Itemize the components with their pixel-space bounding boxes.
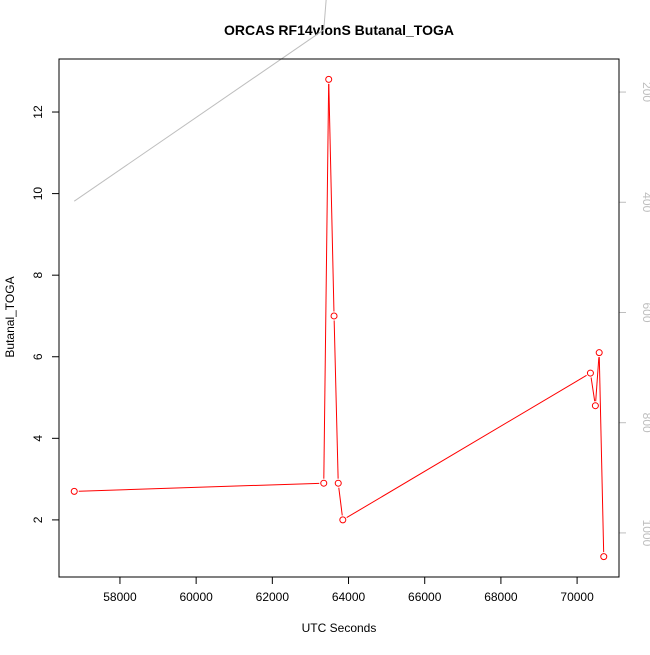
x-tick-label: 58000	[103, 590, 137, 604]
y-tick-label: 12	[31, 105, 45, 119]
butanal-series-point	[320, 479, 328, 487]
butanal-series-segment	[333, 320, 339, 479]
butanal-series-point	[339, 516, 347, 524]
altitude-series-segment	[323, 0, 327, 30]
x-tick-label: 68000	[484, 590, 518, 604]
plot-frame	[58, 58, 620, 578]
chart-title: ORCAS RF14vlonS Butanal_TOGA	[224, 22, 454, 38]
x-tick-label: 62000	[256, 590, 290, 604]
butanal-series-segment	[595, 357, 600, 402]
butanal-series-segment	[590, 377, 596, 402]
butanal-series-point	[334, 479, 342, 487]
series-layer	[70, 0, 608, 561]
butanal-series-segment	[338, 487, 343, 516]
altitude-series-segment	[73, 29, 325, 202]
x-tick-label: 64000	[332, 590, 366, 604]
x-tick-label: 70000	[560, 590, 594, 604]
x-axis-label: UTC Seconds	[302, 621, 377, 635]
y-tick-label: 2	[31, 516, 45, 523]
y2-tick-label: 400	[640, 192, 650, 212]
y2-tick-label: 1000	[640, 520, 650, 547]
butanal-series-point	[70, 487, 78, 495]
butanal-series-point	[586, 369, 594, 377]
y2-tick-label: 800	[640, 413, 650, 433]
butanal-series-segment	[323, 83, 330, 479]
x-tick-label: 66000	[408, 590, 442, 604]
butanal-series-segment	[346, 374, 587, 519]
y2-tick-label: 200	[640, 82, 650, 102]
y-axis-label: Butanal_TOGA	[3, 276, 17, 357]
x-tick-label: 60000	[179, 590, 213, 604]
axes-layer: 58000 60000 62000 64000 66000 68000 70000 2 4 6 8 1…	[31, 82, 650, 604]
butanal-series-point	[591, 402, 599, 410]
y-tick-label: 4	[31, 435, 45, 442]
butanal-series-point	[595, 349, 603, 357]
butanal-series-segment	[78, 482, 320, 492]
butanal-series-point	[600, 553, 608, 561]
butanal-series-point	[330, 312, 338, 320]
butanal-series-point	[325, 75, 333, 83]
butanal-series-segment	[598, 357, 605, 553]
y-tick-label: 10	[31, 187, 45, 201]
y-tick-label: 8	[31, 272, 45, 279]
y2-tick-label: 600	[640, 302, 650, 322]
y-tick-label: 6	[31, 353, 45, 360]
butanal-series-segment	[328, 83, 335, 312]
